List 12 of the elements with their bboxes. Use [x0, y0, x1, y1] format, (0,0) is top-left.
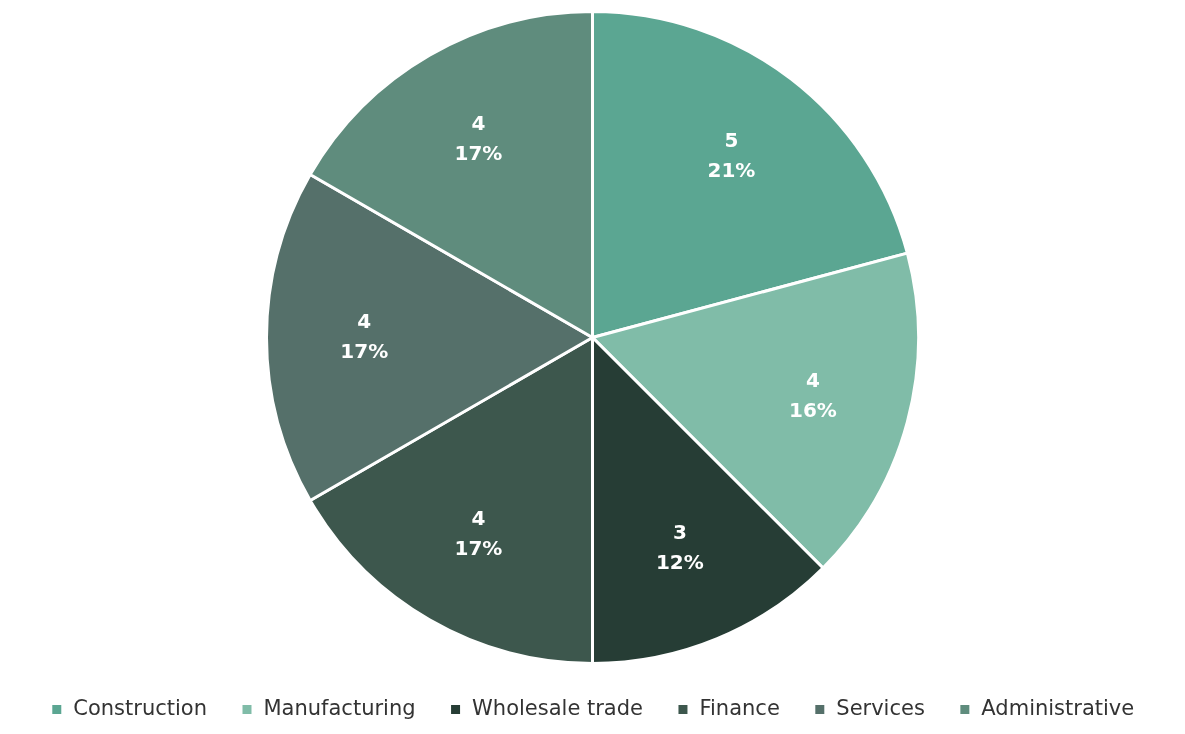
data-label: 3 12%	[655, 519, 704, 574]
data-label: 4 17%	[454, 506, 503, 561]
data-label: 4 17%	[454, 111, 503, 166]
legend-label: Services	[836, 695, 925, 720]
legend-label: Wholesale trade	[472, 695, 643, 720]
data-label: 4 17%	[340, 308, 389, 363]
data-label: 5 21%	[707, 127, 756, 182]
legend-label: Construction	[73, 695, 208, 720]
legend-label: Manufacturing	[263, 695, 416, 720]
legend-label: Administrative	[981, 695, 1135, 720]
legend-label: Finance	[699, 695, 780, 720]
data-label: 4 16%	[788, 367, 837, 422]
